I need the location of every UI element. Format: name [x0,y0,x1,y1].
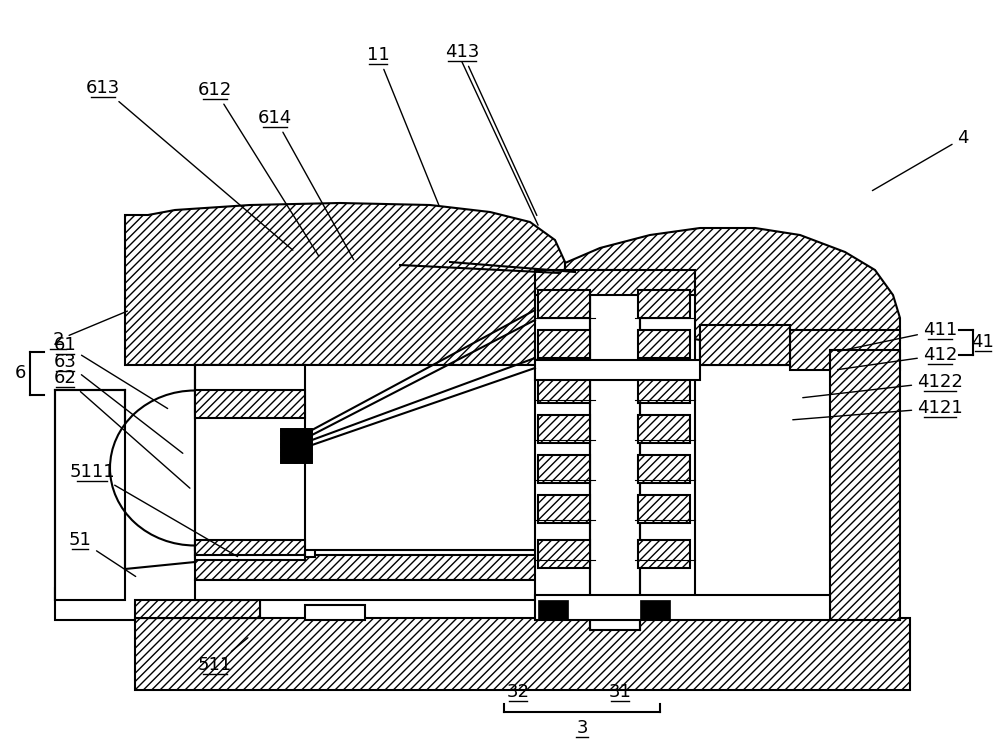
Bar [538,495,590,523]
Text: 412: 412 [838,346,957,369]
Text: 411: 411 [838,321,957,351]
Text: 62: 62 [54,369,190,488]
Bar [638,415,690,443]
Text: 612: 612 [198,81,319,255]
Bar [538,330,590,358]
Bar [535,290,595,600]
Bar [638,540,690,568]
Bar [135,600,260,618]
Bar [638,495,690,523]
Text: 32: 32 [507,683,530,701]
Text: 41: 41 [972,333,994,351]
Text: 511: 511 [198,638,248,674]
Bar [640,600,670,620]
Bar [590,270,640,630]
Bar [195,580,565,600]
Bar [195,545,315,557]
Text: 4121: 4121 [793,399,963,420]
Bar [195,540,305,555]
Polygon shape [125,203,565,365]
Bar [538,540,590,568]
Bar [305,605,365,620]
Text: 4122: 4122 [803,373,963,398]
Bar [638,455,690,483]
Bar [700,325,790,365]
Bar [535,360,700,380]
Text: 2: 2 [52,311,127,349]
Text: 51: 51 [69,531,136,577]
Text: 6: 6 [14,364,26,382]
Bar [638,290,690,318]
Bar [538,455,590,483]
Bar [135,618,910,690]
Bar [538,600,568,620]
Bar [538,415,590,443]
Bar [638,330,690,358]
Text: 5111: 5111 [69,463,238,556]
Text: 4: 4 [872,129,969,191]
Bar [790,330,900,370]
Bar [280,428,312,463]
Bar [618,590,678,618]
Bar [195,365,305,560]
Bar [195,555,565,580]
Text: 61: 61 [54,336,168,409]
Text: 614: 614 [258,109,354,260]
Text: 3: 3 [576,719,588,737]
Text: 613: 613 [86,79,293,250]
Bar [635,290,695,600]
Bar [195,390,305,418]
Bar [830,350,900,620]
Bar [535,595,830,620]
Text: 413: 413 [445,43,537,216]
Text: 11: 11 [367,46,439,206]
Bar [55,390,125,600]
Bar [535,270,695,295]
Bar [195,365,565,550]
Text: 31: 31 [609,683,631,701]
Polygon shape [565,228,900,365]
Bar [538,375,590,403]
Text: 63: 63 [54,353,183,454]
Bar [638,375,690,403]
Polygon shape [55,562,260,620]
Ellipse shape [110,391,280,545]
Bar [538,290,590,318]
Bar [280,428,312,463]
